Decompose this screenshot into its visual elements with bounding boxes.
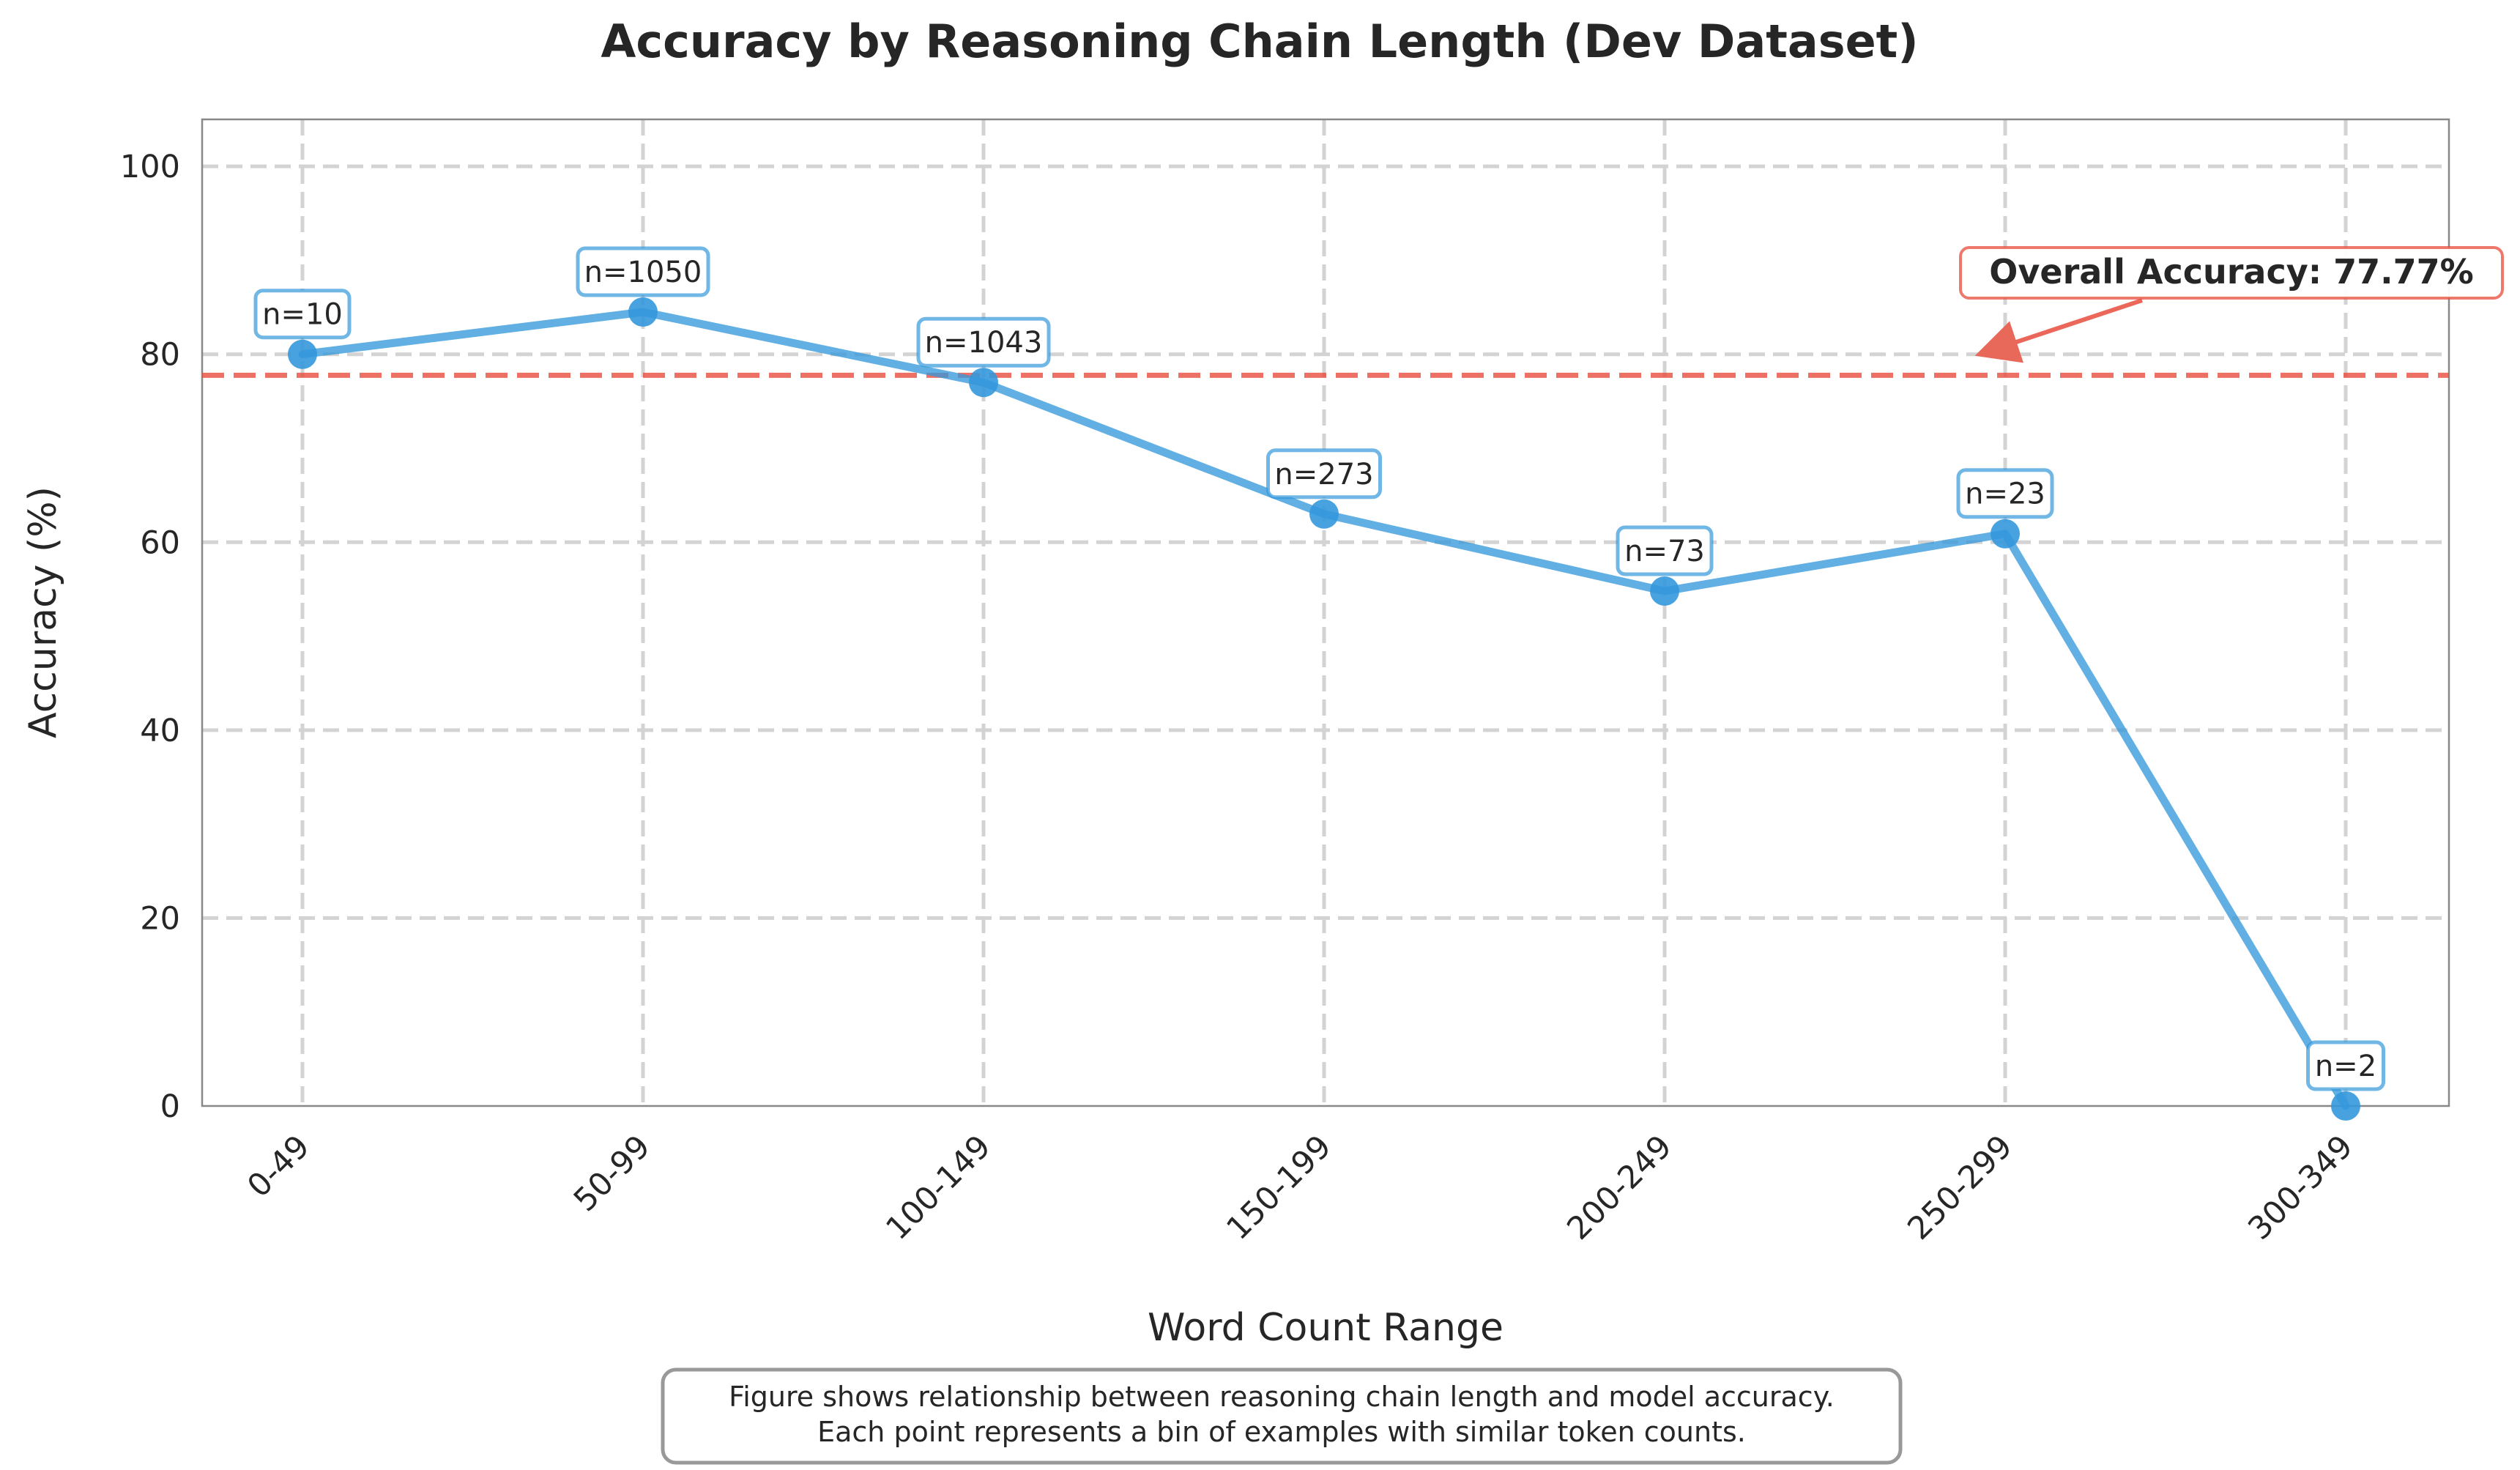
count-label: n=73 [1624,535,1705,568]
caption-frame [661,1367,1903,1465]
x-tick-label: 100-149 [879,1128,997,1247]
count-label: n=1050 [584,256,702,289]
caption-line-1: Figure shows relationship between reason… [729,1381,1835,1413]
annotation-box [1959,246,2504,300]
y-tick-label: 40 [140,713,180,749]
y-axis-label: Accuracy (%) [21,486,65,738]
count-label-box [1266,448,1382,500]
x-tick-label: 300-349 [2241,1128,2360,1247]
count-label-box [1616,525,1714,576]
data-point [288,339,317,369]
chart-title: Accuracy by Reasoning Chain Length (Dev … [601,15,1918,68]
x-axis-label: Word Count Range [1148,1306,1504,1350]
y-tick-label: 100 [120,149,180,185]
x-tick-label: 0-49 [240,1128,316,1204]
data-point [1650,576,1679,606]
count-label-box [1956,468,2054,519]
data-points [288,297,2360,1121]
x-tick-label: 50-99 [567,1128,658,1219]
annotation-label: Overall Accuracy: 77.77% [1989,252,2473,292]
count-label-box [576,246,710,297]
count-label-box [2306,1040,2385,1091]
x-axis-ticks: 0-49 50-99 100-149 150-199 200-249 250-299 300… [240,1128,2360,1247]
caption-line-2: Each point represents a bin of examples … [817,1416,1746,1448]
count-label: n=1043 [925,326,1043,360]
overall-accuracy-annotation: Overall Accuracy: 77.77% [1959,246,2504,363]
x-tick-label: 200-249 [1560,1128,1679,1247]
data-point [2331,1091,2360,1121]
x-tick-label: 250-299 [1900,1128,2019,1247]
count-label: n=2 [2315,1050,2376,1083]
data-point [1309,499,1339,529]
y-tick-label: 20 [140,900,180,937]
plot-frame [201,118,2450,1107]
caption-box: Figure shows relationship between reason… [661,1367,1903,1465]
y-tick-label: 80 [140,337,180,374]
annotation-arrow [1974,298,2143,363]
x-tick-label: 150-199 [1219,1128,1338,1247]
y-tick-label: 60 [140,524,180,561]
data-point [628,297,658,327]
count-label: n=23 [1965,478,2045,511]
y-axis-ticks: 0 20 40 60 80 100 [120,149,180,1125]
count-label-box [916,316,1051,368]
grid [202,119,2449,1106]
count-labels: n=10 n=1050 n=1043 n=273 n=73 n=23 n=2 [253,246,2385,1091]
data-point [969,368,998,398]
count-label-box [253,289,352,340]
y-tick-label: 0 [160,1088,180,1125]
count-label: n=10 [262,298,343,332]
count-label: n=273 [1274,458,1373,491]
data-point [1991,519,2020,549]
